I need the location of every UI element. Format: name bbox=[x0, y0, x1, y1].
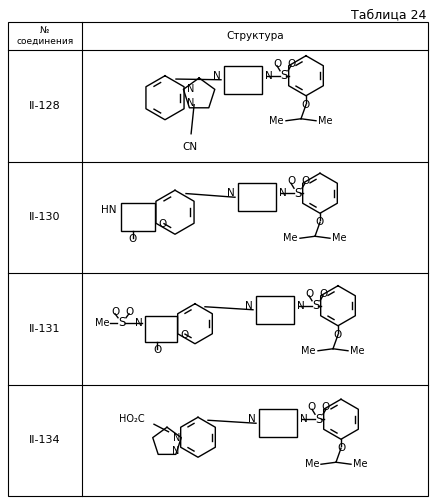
Text: Me: Me bbox=[350, 346, 364, 356]
Text: N: N bbox=[173, 432, 181, 443]
Text: O: O bbox=[301, 176, 309, 186]
Text: N: N bbox=[248, 414, 256, 424]
Text: HN: HN bbox=[101, 205, 116, 215]
Bar bbox=[121, 203, 155, 231]
Text: O: O bbox=[180, 330, 188, 340]
Text: HO₂C: HO₂C bbox=[119, 414, 145, 424]
Text: Структура: Структура bbox=[226, 31, 283, 41]
Text: N: N bbox=[245, 300, 253, 310]
Text: II-128: II-128 bbox=[29, 101, 61, 111]
Text: O: O bbox=[153, 345, 161, 355]
Text: N: N bbox=[187, 98, 194, 108]
Text: Me: Me bbox=[283, 233, 298, 243]
Text: Me: Me bbox=[95, 318, 109, 328]
Text: O: O bbox=[129, 234, 137, 244]
Text: CN: CN bbox=[183, 142, 198, 152]
Text: Me: Me bbox=[318, 116, 333, 126]
Text: N: N bbox=[171, 446, 179, 456]
Bar bbox=[224, 66, 262, 94]
Text: O: O bbox=[337, 443, 345, 453]
Text: S: S bbox=[312, 299, 320, 312]
Text: N: N bbox=[135, 318, 143, 328]
Text: Me: Me bbox=[269, 116, 284, 126]
Text: N: N bbox=[187, 84, 194, 94]
Text: O: O bbox=[273, 58, 281, 68]
Text: S: S bbox=[118, 316, 126, 329]
Text: N: N bbox=[297, 300, 305, 310]
Text: O: O bbox=[322, 402, 330, 412]
Text: N: N bbox=[265, 70, 273, 81]
Text: Me: Me bbox=[302, 346, 316, 356]
Text: O: O bbox=[287, 176, 295, 186]
Bar bbox=[145, 316, 177, 342]
Text: O: O bbox=[125, 306, 133, 317]
Text: O: O bbox=[316, 217, 324, 227]
Text: Me: Me bbox=[353, 459, 368, 469]
Text: Таблица 24: Таблица 24 bbox=[351, 8, 426, 21]
Text: O: O bbox=[308, 402, 316, 412]
Text: O: O bbox=[334, 330, 342, 340]
Text: S: S bbox=[294, 186, 302, 200]
Text: N: N bbox=[300, 414, 308, 424]
Text: S: S bbox=[315, 413, 323, 426]
Text: O: O bbox=[305, 289, 313, 298]
Text: Me: Me bbox=[304, 459, 319, 469]
Text: O: O bbox=[159, 219, 167, 229]
Text: N: N bbox=[213, 70, 221, 81]
Text: II-131: II-131 bbox=[29, 324, 61, 334]
Text: S: S bbox=[280, 69, 288, 82]
Text: O: O bbox=[111, 306, 119, 317]
Text: O: O bbox=[302, 100, 310, 110]
Text: N: N bbox=[227, 188, 235, 198]
Bar bbox=[259, 409, 297, 437]
Text: №
соединения: № соединения bbox=[16, 26, 73, 46]
Bar bbox=[238, 183, 276, 211]
Text: O: O bbox=[319, 289, 327, 298]
Text: N: N bbox=[279, 188, 287, 198]
Text: II-130: II-130 bbox=[29, 212, 61, 222]
Text: O: O bbox=[287, 58, 295, 68]
Text: II-134: II-134 bbox=[29, 435, 61, 445]
Text: Me: Me bbox=[332, 233, 347, 243]
Bar bbox=[256, 296, 294, 324]
